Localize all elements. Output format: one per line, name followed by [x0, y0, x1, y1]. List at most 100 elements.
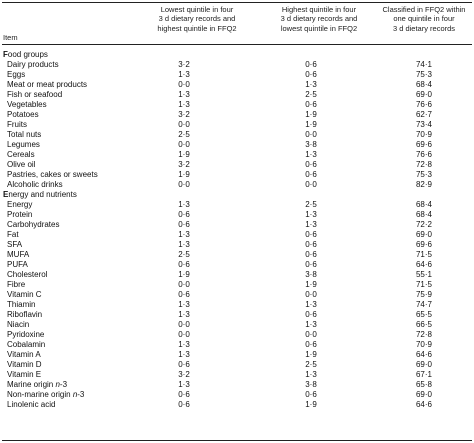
header-line: Classified in FFQ2 within — [382, 5, 466, 14]
table-row: Fish or seafood 1·3 2·5 69·0 — [0, 90, 474, 100]
row-label: Pastries, cakes or sweets — [7, 170, 98, 179]
cell-value: 62·7 — [415, 110, 432, 119]
cell-value: 0·0 — [178, 180, 190, 189]
table-row: Dairy products 3·2 0·6 74·1 — [0, 60, 474, 70]
table-row: Cobalamin 1·3 0·6 70·9 — [0, 340, 474, 350]
cell-value: 0·6 — [305, 390, 317, 399]
row-label: Energy — [7, 200, 33, 209]
row-label: Alcoholic drinks — [7, 180, 63, 189]
cell-value: 0·6 — [178, 210, 190, 219]
cell-value: 0·6 — [305, 240, 317, 249]
cell-value: 55·1 — [415, 270, 432, 279]
cell-value: 0·6 — [305, 70, 317, 79]
cell-value: 1·9 — [178, 270, 190, 279]
table-row: Carbohydrates 0·6 1·3 72·2 — [0, 220, 474, 230]
header-line: Highest quintile in four — [281, 5, 357, 14]
row-label: Legumes — [7, 140, 40, 149]
cell-value: 69·6 — [415, 240, 432, 249]
table-row: Potatoes 3·2 1·9 62·7 — [0, 110, 474, 120]
header-line: highest quintile in FFQ2 — [157, 23, 237, 33]
cell-value: 3·8 — [305, 380, 317, 389]
cell-value: 0·6 — [305, 250, 317, 259]
cell-value: 1·3 — [178, 200, 190, 209]
cell-value: 0·0 — [305, 180, 317, 189]
cell-value: 74·7 — [415, 300, 432, 309]
table-row: Cholesterol 1·9 3·8 55·1 — [0, 270, 474, 280]
cell-value: 71·5 — [415, 250, 432, 259]
cell-value: 1·3 — [305, 80, 317, 89]
row-label: Cobalamin — [7, 340, 46, 349]
cell-value: 0·6 — [178, 360, 190, 369]
cell-value: 72·8 — [415, 330, 432, 339]
cell-value: 1·3 — [178, 350, 190, 359]
cell-value: 0·6 — [178, 390, 190, 399]
table-row: Vitamin D 0·6 2·5 69·0 — [0, 360, 474, 370]
table-row: Linolenic acid 0·6 1·9 64·6 — [0, 400, 474, 410]
header-line: Lowest quintile in four — [160, 5, 234, 14]
table-top-rule — [2, 2, 472, 3]
row-label: PUFA — [7, 260, 28, 269]
cell-value: 1·3 — [178, 240, 190, 249]
header-line: 3 d dietary records and — [158, 14, 236, 24]
table-row: Fat 1·3 0·6 69·0 — [0, 230, 474, 240]
column-header-highest-lowest: Highest quintile in four 3 d dietary rec… — [260, 5, 378, 33]
cell-value: 1·3 — [178, 90, 190, 99]
cell-value: 69·0 — [415, 360, 432, 369]
row-label: Vitamin D — [7, 360, 42, 369]
cell-value: 0·0 — [178, 280, 190, 289]
table-body: Food groups Dairy products 3·2 0·6 74·1 Eggs 1… — [0, 50, 474, 410]
cell-value: 0·0 — [305, 330, 317, 339]
row-label: Potatoes — [7, 110, 39, 119]
row-label: Vitamin A — [7, 350, 41, 359]
header-line: one quintile in four — [393, 14, 455, 24]
cell-value: 1·3 — [305, 370, 317, 379]
row-label: Carbohydrates — [7, 220, 60, 229]
cell-value: 0·0 — [178, 140, 190, 149]
cell-value: 0·0 — [305, 290, 317, 299]
table-row: Vitamin E 3·2 1·3 67·1 — [0, 370, 474, 380]
table-row: Meat or meat products 0·0 1·3 68·4 — [0, 80, 474, 90]
cell-value: 0·6 — [305, 260, 317, 269]
row-label: Pyridoxine — [7, 330, 45, 339]
table-row: Niacin 0·0 1·3 66·5 — [0, 320, 474, 330]
cell-value: 1·9 — [305, 400, 317, 409]
cell-value: 2·5 — [305, 200, 317, 209]
cell-value: 65·5 — [415, 310, 432, 319]
row-label: Fish or seafood — [7, 90, 63, 99]
cell-value: 1·9 — [178, 170, 190, 179]
cell-value: 68·4 — [415, 210, 432, 219]
table-row: Protein 0·6 1·3 68·4 — [0, 210, 474, 220]
cell-value: 1·3 — [178, 380, 190, 389]
cell-value: 65·8 — [415, 380, 432, 389]
section-heading: Food groups — [3, 50, 48, 59]
cell-value: 1·9 — [305, 280, 317, 289]
header-line: lowest quintile in FFQ2 — [280, 23, 358, 33]
cell-value: 3·2 — [178, 370, 190, 379]
table-row: PUFA 0·6 0·6 64·6 — [0, 260, 474, 270]
table-row: Riboflavin 1·3 0·6 65·5 — [0, 310, 474, 320]
table-row: Olive oil 3·2 0·6 72·8 — [0, 160, 474, 170]
cell-value: 72·2 — [415, 220, 432, 229]
row-label: Fat — [7, 230, 19, 239]
section-heading-row: Energy and nutrients — [0, 190, 474, 200]
row-label: Fruits — [7, 120, 27, 129]
cell-value: 1·3 — [305, 300, 317, 309]
section-heading-row: Food groups — [0, 50, 474, 60]
table-row: Vitamin A 1·3 1·9 64·6 — [0, 350, 474, 360]
column-header-lowest-highest: Lowest quintile in four 3 d dietary reco… — [136, 5, 258, 33]
cell-value: 0·0 — [178, 120, 190, 129]
cell-value: 0·6 — [305, 310, 317, 319]
cell-value: 64·6 — [415, 260, 432, 269]
row-label: SFA — [7, 240, 23, 249]
cell-value: 82·9 — [415, 180, 432, 189]
cell-value: 69·0 — [415, 230, 432, 239]
cell-value: 0·0 — [178, 320, 190, 329]
cell-value: 71·5 — [415, 280, 432, 289]
table-row: MUFA 2·5 0·6 71·5 — [0, 250, 474, 260]
column-header-item: Item — [3, 33, 18, 42]
cell-value: 64·6 — [415, 400, 432, 409]
cell-value: 1·3 — [305, 320, 317, 329]
cell-value: 0·6 — [305, 340, 317, 349]
table-row: SFA 1·3 0·6 69·6 — [0, 240, 474, 250]
column-header-within-one-quintile: Classified in FFQ2 within one quintile i… — [374, 5, 474, 33]
